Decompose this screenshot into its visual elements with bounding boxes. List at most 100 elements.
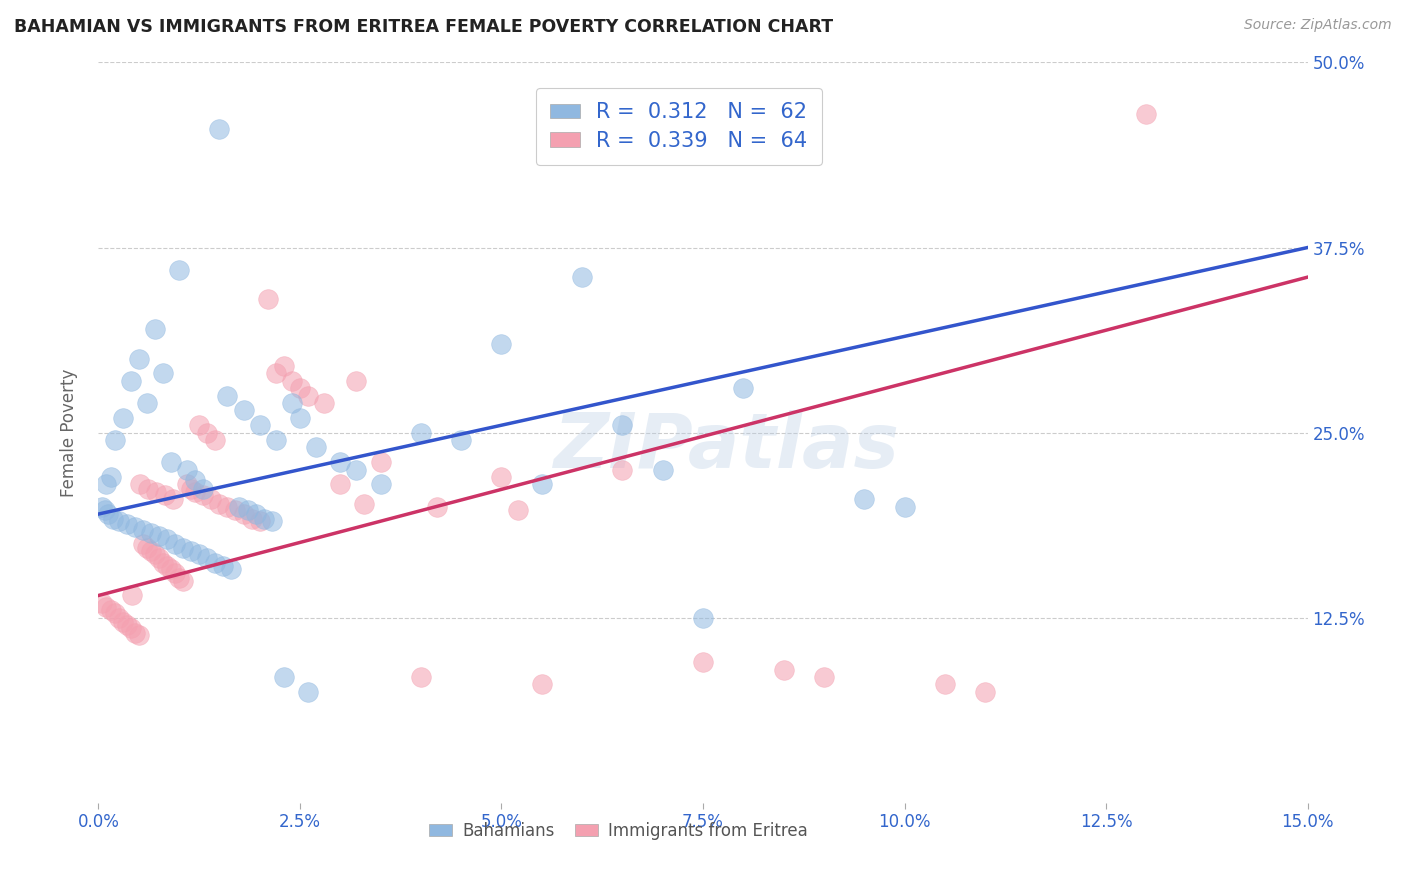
Legend: Bahamians, Immigrants from Eritrea: Bahamians, Immigrants from Eritrea xyxy=(422,815,814,847)
Point xyxy=(103,433,125,447)
Point xyxy=(139,544,162,558)
Point xyxy=(100,603,122,617)
Point xyxy=(129,477,152,491)
Y-axis label: Female Poverty: Female Poverty xyxy=(59,368,77,497)
Point xyxy=(176,477,198,491)
Point xyxy=(253,511,276,525)
Point xyxy=(1135,107,1157,121)
Point xyxy=(135,396,157,410)
Point xyxy=(160,455,183,469)
Point xyxy=(344,462,367,476)
Point xyxy=(188,418,211,433)
Point xyxy=(100,470,122,484)
Point xyxy=(264,433,287,447)
Point xyxy=(180,482,202,496)
Point xyxy=(305,441,328,455)
Point xyxy=(153,488,176,502)
Point xyxy=(612,462,634,476)
Point xyxy=(148,551,170,566)
Point xyxy=(297,388,319,402)
Point xyxy=(195,425,218,440)
Point xyxy=(273,359,295,373)
Point xyxy=(121,589,143,603)
Point xyxy=(193,482,215,496)
Point xyxy=(124,625,146,640)
Point xyxy=(249,418,271,433)
Point xyxy=(132,536,155,550)
Point xyxy=(156,558,179,573)
Point xyxy=(314,396,336,410)
Point xyxy=(115,618,138,632)
Point xyxy=(221,562,243,576)
Point xyxy=(409,670,432,684)
Point xyxy=(491,470,513,484)
Point xyxy=(281,374,304,388)
Point xyxy=(506,502,529,516)
Point xyxy=(195,551,218,566)
Point xyxy=(145,484,167,499)
Point xyxy=(974,685,997,699)
Point xyxy=(571,270,593,285)
Point xyxy=(200,492,222,507)
Point xyxy=(91,596,114,610)
Point xyxy=(853,492,876,507)
Point xyxy=(180,544,202,558)
Point xyxy=(135,541,157,555)
Point xyxy=(163,566,186,581)
Point xyxy=(204,556,226,570)
Point xyxy=(143,322,166,336)
Point xyxy=(204,433,226,447)
Point xyxy=(128,351,150,366)
Point xyxy=(224,502,246,516)
Point xyxy=(612,418,634,433)
Point xyxy=(208,497,231,511)
Point xyxy=(651,462,673,476)
Point xyxy=(96,600,118,615)
Point xyxy=(370,455,392,469)
Point xyxy=(176,462,198,476)
Point xyxy=(281,396,304,410)
Point xyxy=(450,433,472,447)
Point xyxy=(813,670,835,684)
Point xyxy=(212,558,235,573)
Point xyxy=(172,541,194,555)
Point xyxy=(107,610,129,624)
Point xyxy=(163,536,186,550)
Point xyxy=(288,410,311,425)
Point xyxy=(111,410,134,425)
Point xyxy=(893,500,915,514)
Point xyxy=(232,403,254,417)
Point xyxy=(530,477,553,491)
Point xyxy=(240,511,263,525)
Point xyxy=(208,122,231,136)
Point xyxy=(138,482,160,496)
Point xyxy=(160,562,183,576)
Point xyxy=(249,515,271,529)
Point xyxy=(193,488,215,502)
Point xyxy=(733,381,755,395)
Point xyxy=(256,293,278,307)
Point xyxy=(426,500,449,514)
Point xyxy=(132,524,155,538)
Point xyxy=(156,533,179,547)
Point xyxy=(124,520,146,534)
Point xyxy=(692,655,714,669)
Text: ZIPatlas: ZIPatlas xyxy=(554,410,900,484)
Point xyxy=(236,502,259,516)
Point xyxy=(288,381,311,395)
Point xyxy=(217,388,239,402)
Point xyxy=(167,262,190,277)
Point xyxy=(217,500,239,514)
Point xyxy=(184,473,207,487)
Point xyxy=(934,677,956,691)
Text: Source: ZipAtlas.com: Source: ZipAtlas.com xyxy=(1244,18,1392,32)
Point xyxy=(264,367,287,381)
Point xyxy=(329,477,352,491)
Point xyxy=(329,455,352,469)
Text: BAHAMIAN VS IMMIGRANTS FROM ERITREA FEMALE POVERTY CORRELATION CHART: BAHAMIAN VS IMMIGRANTS FROM ERITREA FEMA… xyxy=(14,18,834,36)
Point xyxy=(139,526,162,541)
Point xyxy=(103,607,125,621)
Point xyxy=(530,677,553,691)
Point xyxy=(692,610,714,624)
Point xyxy=(115,517,138,532)
